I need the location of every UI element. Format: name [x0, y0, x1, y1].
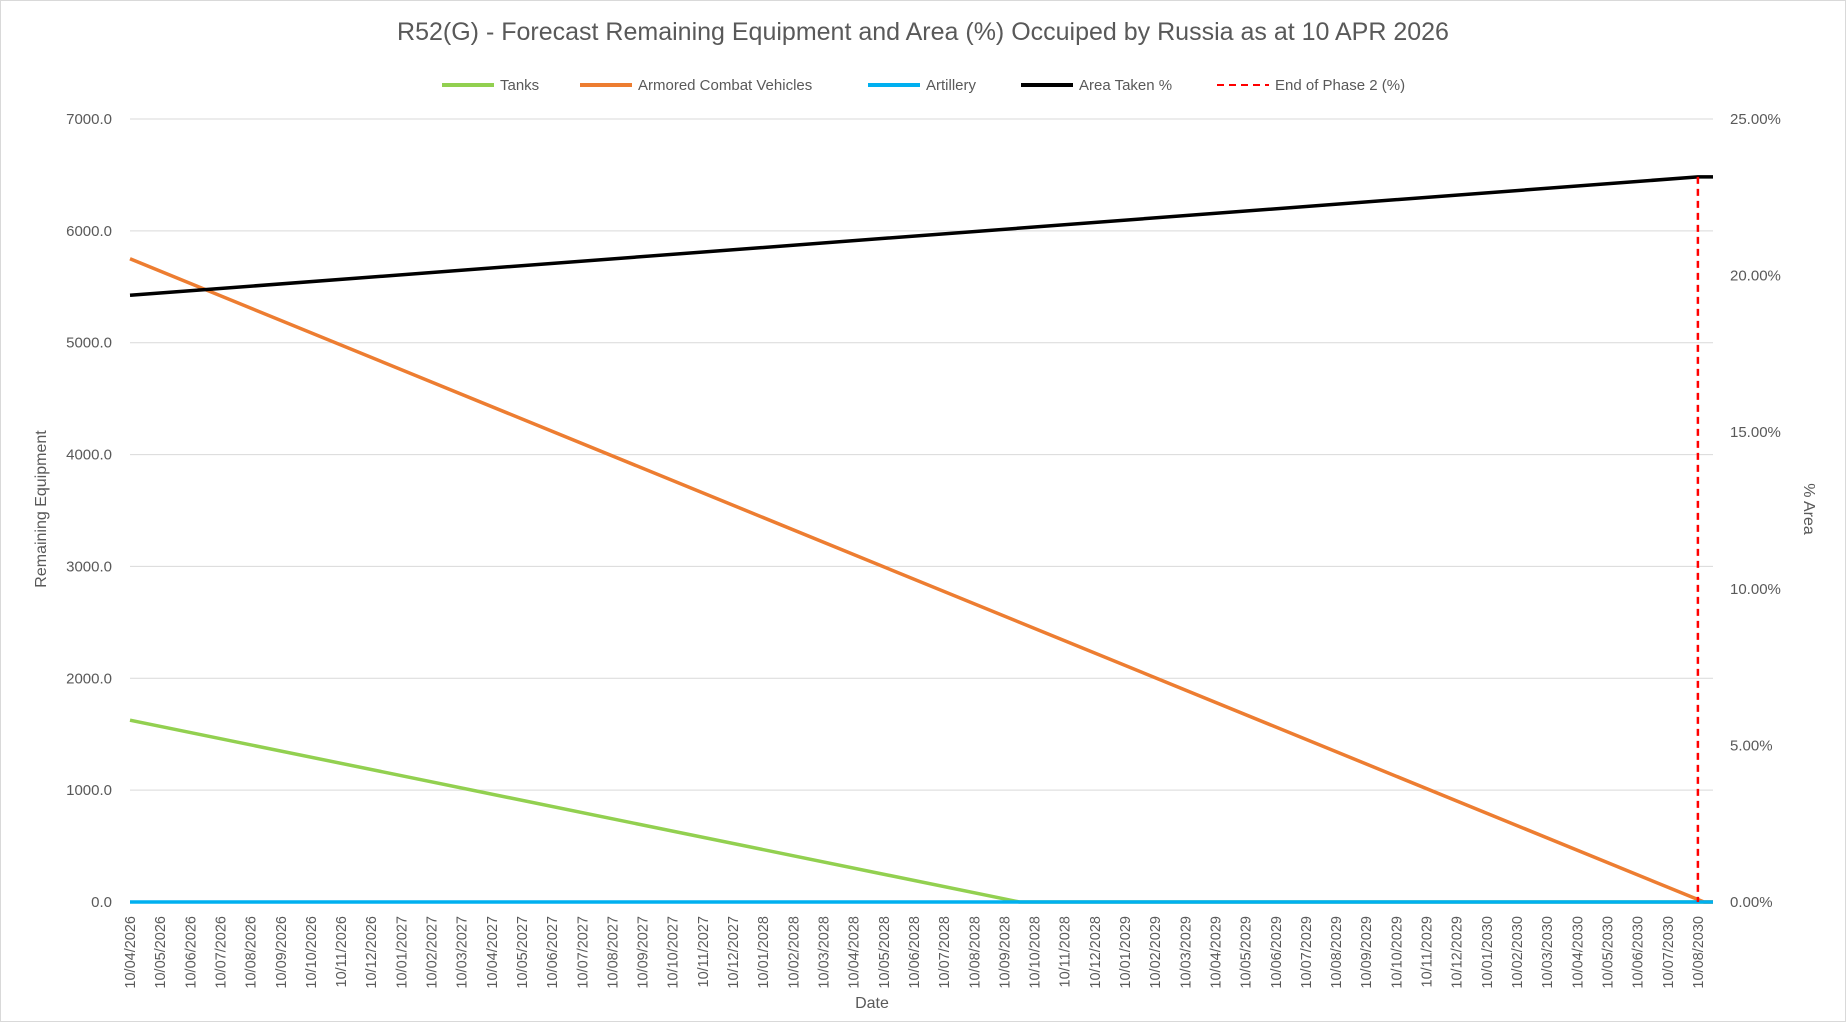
- x-tick-label: 10/11/2026: [334, 916, 350, 988]
- x-tick-label: 10/06/2026: [183, 916, 199, 989]
- y-tick-label: 4000.0: [66, 447, 112, 464]
- legend-item: Area Taken %: [1019, 74, 1172, 96]
- y-tick-label: 2000.0: [66, 670, 112, 687]
- secondary-y-axis-label: % Area: [1800, 483, 1817, 535]
- series-line-tanks: [129, 718, 1713, 904]
- x-tick-label: 10/06/2030: [1631, 916, 1647, 989]
- y2-tick-label: 25.00%: [1730, 111, 1781, 128]
- x-tick-label: 10/02/2029: [1148, 916, 1164, 989]
- y2-tick-label: 5.00%: [1730, 737, 1773, 754]
- x-tick-label: 10/07/2028: [937, 916, 953, 989]
- x-tick-label: 10/10/2028: [1028, 916, 1044, 989]
- legend-label: Artillery: [926, 76, 977, 94]
- x-tick-label: 10/12/2028: [1088, 916, 1104, 989]
- y-tick-label: 6000.0: [66, 223, 112, 240]
- x-tick-label: 10/10/2027: [666, 916, 682, 989]
- x-tick-label: 10/05/2027: [515, 916, 531, 989]
- x-tick-label: 10/04/2029: [1208, 916, 1224, 989]
- legend-label: Tanks: [500, 76, 540, 94]
- x-tick-label: 10/03/2030: [1540, 916, 1556, 989]
- x-tick-label: 10/06/2029: [1269, 916, 1285, 989]
- x-tick-label: 10/05/2026: [153, 916, 169, 989]
- x-tick-label: 10/04/2028: [847, 916, 863, 989]
- x-tick-label: 10/08/2028: [967, 916, 983, 989]
- x-tick-label: 10/01/2027: [394, 916, 410, 989]
- y-tick-label: 7000.0: [66, 111, 112, 128]
- chart-legend: Tanks Armored Combat Vehicles Artillery Are…: [0, 74, 1846, 96]
- y2-tick-label: 15.00%: [1730, 424, 1781, 441]
- x-tick-label: 10/09/2028: [997, 916, 1013, 989]
- x-tick-label: 10/10/2029: [1389, 916, 1405, 989]
- legend-swatch: [1021, 83, 1073, 87]
- y-tick-label: 3000.0: [66, 558, 112, 575]
- legend-item: Tanks: [440, 74, 539, 96]
- y-tick-label: 5000.0: [66, 335, 112, 352]
- x-tick-label: 10/07/2026: [213, 916, 229, 989]
- x-tick-label: 10/10/2026: [304, 916, 320, 989]
- y2-tick-label: 10.00%: [1730, 581, 1781, 598]
- y-tick-label: 1000.0: [66, 782, 112, 799]
- y-axis-label: Remaining Equipment: [33, 430, 50, 588]
- x-tick-label: 10/08/2030: [1691, 916, 1707, 989]
- x-tick-label: 10/05/2028: [877, 916, 893, 989]
- x-tick-label: 10/08/2026: [244, 916, 260, 989]
- x-tick-label: 10/11/2029: [1420, 916, 1436, 988]
- x-tick-label: 10/12/2027: [726, 916, 742, 989]
- x-tick-label: 10/12/2026: [364, 916, 380, 989]
- x-tick-label: 10/11/2027: [696, 916, 712, 988]
- x-tick-label: 10/12/2029: [1450, 916, 1466, 989]
- x-tick-label: 10/01/2030: [1480, 916, 1496, 989]
- x-tick-label: 10/01/2028: [756, 916, 772, 989]
- legend-swatch: [868, 83, 920, 87]
- x-tick-label: 10/01/2029: [1118, 916, 1134, 989]
- x-tick-label: 10/08/2027: [605, 916, 621, 989]
- legend-label: Armored Combat Vehicles: [638, 76, 813, 94]
- x-tick-label: 10/08/2029: [1329, 916, 1345, 989]
- chart-title: R52(G) - Forecast Remaining Equipment an…: [397, 18, 1449, 46]
- legend-item: Armored Combat Vehicles: [578, 74, 812, 96]
- x-tick-label: 10/11/2028: [1058, 916, 1074, 988]
- series-line-area-taken: [129, 175, 1713, 298]
- x-tick-label: 10/06/2028: [907, 916, 923, 989]
- x-tick-label: 10/07/2027: [575, 916, 591, 989]
- x-tick-label: 10/03/2029: [1178, 916, 1194, 989]
- x-tick-label: 10/05/2029: [1239, 916, 1255, 989]
- x-tick-label: 10/07/2029: [1299, 916, 1315, 989]
- x-tick-label: 10/04/2030: [1570, 916, 1586, 989]
- legend-swatch: [1217, 84, 1269, 86]
- x-tick-label: 10/09/2026: [274, 916, 290, 989]
- x-tick-label: 10/09/2029: [1359, 916, 1375, 989]
- x-tick-label: 10/04/2026: [123, 916, 139, 989]
- x-tick-label: 10/05/2030: [1600, 916, 1616, 989]
- x-tick-label: 10/09/2027: [636, 916, 652, 989]
- legend-swatch: [442, 83, 494, 87]
- y2-tick-label: 0.00%: [1730, 894, 1773, 911]
- legend-label: Area Taken %: [1079, 76, 1173, 94]
- x-axis-label: Date: [855, 995, 889, 1012]
- legend-item: Artillery: [866, 74, 976, 96]
- series-line-armored-combat-vehicles: [129, 257, 1713, 904]
- x-tick-label: 10/02/2027: [425, 916, 441, 989]
- x-tick-label: 10/03/2028: [817, 916, 833, 989]
- y2-tick-label: 20.00%: [1730, 268, 1781, 285]
- y-tick-label: 0.0: [91, 894, 112, 911]
- x-tick-label: 10/02/2028: [786, 916, 802, 989]
- x-tick-label: 10/07/2030: [1661, 916, 1677, 989]
- x-tick-label: 10/02/2030: [1510, 916, 1526, 989]
- x-tick-label: 10/04/2027: [485, 916, 501, 989]
- x-tick-label: 10/03/2027: [455, 916, 471, 989]
- legend-swatch: [580, 83, 632, 87]
- x-tick-label: 10/06/2027: [545, 916, 561, 989]
- legend-item: End of Phase 2 (%): [1215, 74, 1405, 96]
- legend-label: End of Phase 2 (%): [1275, 76, 1406, 94]
